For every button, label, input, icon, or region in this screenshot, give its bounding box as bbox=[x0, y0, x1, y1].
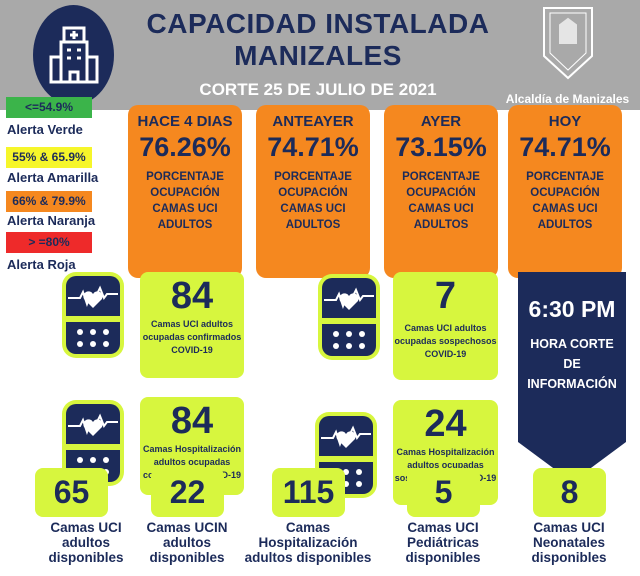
available-uci-pediatric-count: 5 bbox=[407, 468, 480, 517]
cutoff-time: 6:30 PM bbox=[528, 296, 616, 322]
available-hosp-adult-count: 115 bbox=[272, 468, 345, 517]
occupancy-card-yesterday: AYER 73.15% PORCENTAJE OCUPACIÓN CAMAS U… bbox=[384, 105, 498, 278]
legend-red-label: Alerta Roja bbox=[7, 257, 76, 272]
period-label: HOY bbox=[548, 113, 582, 130]
available-uci-pediatric-label: Camas UCI Pediátricas disponibles bbox=[405, 520, 481, 565]
logo-text: Alcaldía de Manizales bbox=[505, 92, 630, 106]
legend-green-label: Alerta Verde bbox=[7, 122, 83, 137]
available-uci-neonatal-count: 8 bbox=[533, 468, 606, 517]
legend-yellow-range: 55% & 65.9% bbox=[6, 147, 92, 168]
heart-monitor-icon bbox=[317, 273, 381, 361]
occupancy-value: 74.71% bbox=[267, 132, 359, 162]
period-label: AYER bbox=[420, 113, 462, 130]
legend-orange-label: Alerta Naranja bbox=[7, 213, 96, 228]
available-uci-neonatal-label: Camas UCI Neonatales disponibles bbox=[531, 520, 607, 565]
legend-yellow-label: Alerta Amarilla bbox=[7, 170, 99, 185]
available-hosp-adult-label: Camas Hospitalización adultos disponible… bbox=[244, 520, 372, 565]
legend-orange-range: 66% & 79.9% bbox=[6, 191, 92, 212]
page-title-line1: CAPACIDAD INSTALADA bbox=[146, 8, 490, 39]
cutoff-label: HORA CORTE DE INFORMACIÓN bbox=[527, 337, 617, 391]
occupancy-desc: PORCENTAJE OCUPACIÓN CAMAS UCI ADULTOS bbox=[274, 171, 352, 231]
occupancy-value: 73.15% bbox=[395, 132, 487, 162]
occupancy-desc: PORCENTAJE OCUPACIÓN CAMAS UCI ADULTOS bbox=[146, 171, 224, 231]
cutoff-time-banner: 6:30 PM HORA CORTE DE INFORMACIÓN bbox=[518, 272, 626, 482]
count-value: 84 bbox=[170, 400, 214, 442]
hospital-icon bbox=[33, 5, 114, 105]
available-ucin-adult-count: 22 bbox=[151, 468, 224, 517]
alcaldia-logo bbox=[540, 5, 596, 80]
occupancy-card-today: HOY 74.71% PORCENTAJE OCUPACIÓN CAMAS UC… bbox=[508, 105, 622, 278]
occupancy-value: 74.71% bbox=[519, 132, 611, 162]
uci-suspected-card: 7 Camas UCI adultos ocupadas sospechosos… bbox=[393, 272, 498, 380]
count-value: 84 bbox=[170, 275, 214, 317]
count-desc: Camas UCI adultos ocupadas confirmados C… bbox=[142, 319, 242, 355]
occupancy-value: 76.26% bbox=[139, 132, 231, 162]
uci-confirmed-card: 84 Camas UCI adultos ocupadas confirmado… bbox=[140, 272, 244, 378]
occupancy-card-day-before-yesterday: ANTEAYER 74.71% PORCENTAJE OCUPACIÓN CAM… bbox=[256, 105, 370, 278]
heart-monitor-icon bbox=[61, 271, 125, 359]
page-title-line2: MANIZALES bbox=[234, 40, 402, 71]
legend-green-range: <=54.9% bbox=[6, 97, 92, 118]
available-uci-adult-label: Camas UCI adultos disponibles bbox=[48, 520, 124, 565]
period-label: ANTEAYER bbox=[272, 113, 354, 130]
available-ucin-adult-label: Camas UCIN adultos disponibles bbox=[146, 520, 228, 565]
count-value: 24 bbox=[424, 403, 467, 445]
legend-red-range: > =80% bbox=[6, 232, 92, 253]
count-value: 7 bbox=[434, 275, 457, 317]
occupancy-card-4-days-ago: HACE 4 DIAS 76.26% PORCENTAJE OCUPACIÓN … bbox=[128, 105, 242, 278]
occupancy-desc: PORCENTAJE OCUPACIÓN CAMAS UCI ADULTOS bbox=[402, 171, 480, 231]
occupancy-desc: PORCENTAJE OCUPACIÓN CAMAS UCI ADULTOS bbox=[526, 171, 604, 231]
period-label: HACE 4 DIAS bbox=[137, 113, 233, 130]
count-desc: Camas UCI adultos ocupadas sospechosos C… bbox=[394, 323, 497, 359]
available-uci-adult-count: 65 bbox=[35, 468, 108, 517]
subtitle-date: CORTE 25 DE JULIO DE 2021 bbox=[199, 80, 437, 99]
